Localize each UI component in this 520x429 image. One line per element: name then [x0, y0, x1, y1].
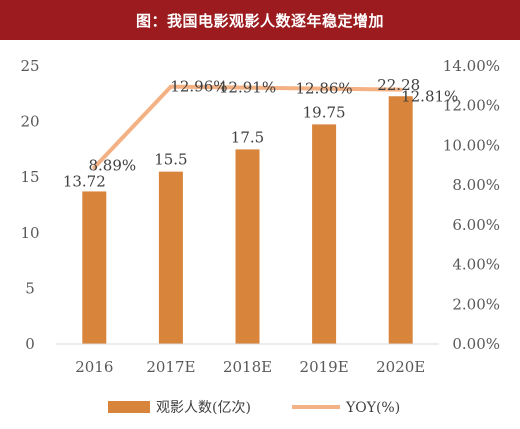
- left-axis-tick-label: 20: [20, 113, 39, 131]
- chart-title: 图：我国电影观影人数逐年稳定增加: [0, 0, 520, 40]
- left-axis-tick-label: 25: [20, 57, 39, 75]
- right-axis-tick-label: 0.00%: [452, 335, 500, 353]
- legend-bar-swatch: [108, 401, 150, 413]
- x-axis-tick-label-2019E: 2019E: [300, 358, 349, 376]
- bar-value-label-2020E: 22.28: [377, 76, 420, 94]
- x-axis-tick-label-2017E: 2017E: [146, 358, 195, 376]
- bar-2016: [82, 191, 107, 344]
- bar-2017E: [158, 171, 183, 344]
- left-axis-tick-label: 5: [25, 279, 35, 297]
- yoy-value-label-2017E: 12.96%: [170, 78, 227, 96]
- right-axis-tick-label: 12.00%: [443, 97, 500, 115]
- bar-2019E: [312, 124, 337, 344]
- x-axis-tick-label-2016: 2016: [75, 358, 113, 376]
- legend-bar-label: 观影人数(亿次): [156, 400, 251, 416]
- bar-2020E: [388, 96, 413, 344]
- right-axis-tick-label: 6.00%: [452, 216, 500, 234]
- left-axis-tick-label: 0: [25, 335, 35, 353]
- bar-value-label-2019E: 19.75: [303, 103, 346, 121]
- yoy-value-label-2016: 8.89%: [88, 156, 136, 174]
- right-axis-tick-label: 2.00%: [452, 295, 500, 313]
- bar-value-label-2016: 13.72: [63, 172, 106, 190]
- yoy-value-label-2018E: 12.91%: [219, 79, 276, 97]
- x-axis-tick-label-2018E: 2018E: [223, 358, 272, 376]
- bar-value-label-2018E: 17.5: [231, 128, 264, 146]
- yoy-value-label-2019E: 12.86%: [295, 80, 352, 98]
- right-axis-tick-label: 4.00%: [452, 256, 500, 274]
- right-axis-tick-label: 14.00%: [443, 57, 500, 75]
- bar-value-label-2017E: 15.5: [154, 151, 187, 169]
- legend-line-label: YOY(%): [345, 400, 400, 416]
- yoy-line: [92, 84, 403, 170]
- x-axis-tick-label-2020E: 2020E: [376, 358, 425, 376]
- left-axis-tick-label: 15: [20, 168, 39, 186]
- right-axis-tick-label: 10.00%: [443, 136, 500, 154]
- right-axis-tick-label: 8.00%: [452, 176, 500, 194]
- bar-2018E: [235, 149, 260, 344]
- yoy-value-label-2020E: 12.81%: [401, 88, 458, 106]
- left-axis-tick-label: 10: [20, 224, 39, 242]
